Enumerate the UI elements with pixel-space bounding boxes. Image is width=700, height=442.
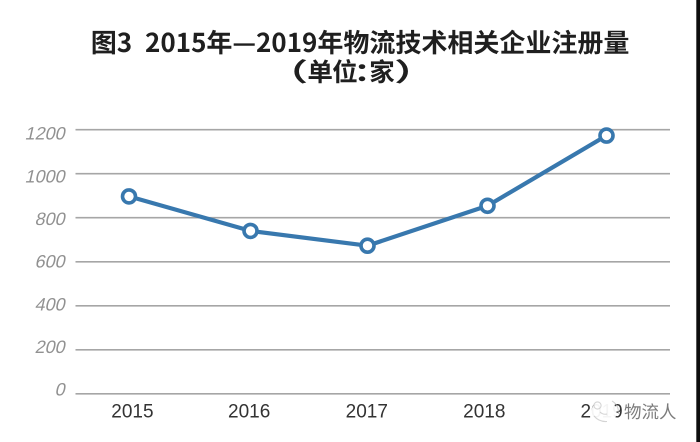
svg-text:2017: 2017 [346,402,388,423]
svg-text:2018: 2018 [463,402,505,423]
svg-text:2015: 2015 [111,402,153,423]
svg-text:800: 800 [34,208,69,229]
svg-text:400: 400 [34,294,69,315]
svg-text:1000: 1000 [24,166,69,187]
svg-text:200: 200 [34,336,69,357]
svg-text:2016: 2016 [228,402,270,423]
svg-text:600: 600 [34,251,69,272]
svg-text:0: 0 [54,379,69,400]
svg-text:1200: 1200 [24,123,69,144]
